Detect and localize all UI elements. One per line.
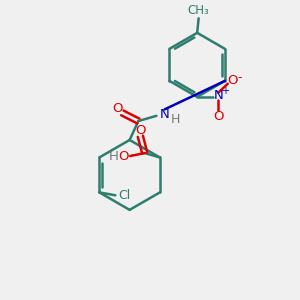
Text: O: O [112, 102, 122, 115]
Text: -: - [238, 71, 242, 84]
Text: O: O [213, 110, 224, 123]
Text: O: O [135, 124, 146, 137]
Text: CH₃: CH₃ [188, 4, 209, 16]
Text: Cl: Cl [118, 189, 131, 202]
Text: N: N [160, 108, 170, 121]
Text: H: H [109, 149, 119, 163]
Text: H: H [171, 113, 180, 126]
Text: +: + [221, 86, 230, 96]
Text: O: O [118, 149, 129, 163]
Text: O: O [227, 74, 237, 87]
Text: N: N [214, 89, 223, 102]
